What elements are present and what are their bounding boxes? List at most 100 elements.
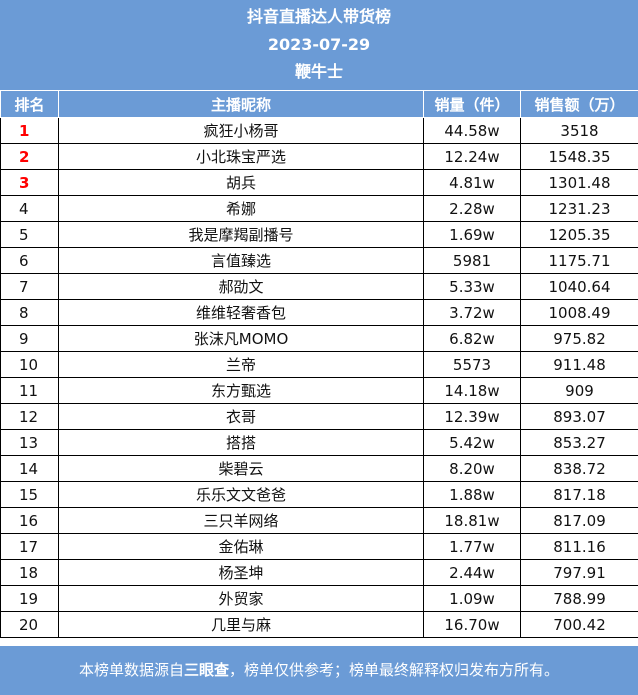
rank-cell: 14 xyxy=(0,455,59,482)
sales-cell: 6.82w xyxy=(423,325,521,352)
column-header-sales: 销量（件） xyxy=(423,90,521,118)
name-cell: 金佑琳 xyxy=(58,533,424,560)
ranking-brand: 鞭牛士 xyxy=(294,62,343,81)
table-row: 19 外贸家 1.09w 788.99 xyxy=(0,585,638,612)
name-cell: 疯狂小杨哥 xyxy=(58,117,424,144)
table-row: 5 我是摩羯副播号 1.69w 1205.35 xyxy=(0,221,638,248)
column-header-rank: 排名 xyxy=(0,90,59,118)
table-row: 6 言值臻选 5981 1175.71 xyxy=(0,247,638,274)
name-cell: 小北珠宝严选 xyxy=(58,143,424,170)
revenue-cell: 3518 xyxy=(520,117,638,144)
rank-cell: 5 xyxy=(0,221,59,248)
name-cell: 柴碧云 xyxy=(58,455,424,482)
table-row: 16 三只羊网络 18.81w 817.09 xyxy=(0,507,638,534)
sales-cell: 5.33w xyxy=(423,273,521,300)
rank-cell: 11 xyxy=(0,377,59,404)
table-row: 4 希娜 2.28w 1231.23 xyxy=(0,195,638,222)
revenue-cell: 893.07 xyxy=(520,403,638,430)
name-cell: 胡兵 xyxy=(58,169,424,196)
table-row: 15 乐乐文文爸爸 1.88w 817.18 xyxy=(0,481,638,508)
revenue-cell: 838.72 xyxy=(520,455,638,482)
sales-cell: 2.44w xyxy=(423,559,521,586)
rank-cell: 1 xyxy=(0,117,59,144)
rank-cell: 8 xyxy=(0,299,59,326)
name-cell: 外贸家 xyxy=(58,585,424,612)
sales-cell: 16.70w xyxy=(423,611,521,638)
sales-cell: 1.69w xyxy=(423,221,521,248)
rank-cell: 13 xyxy=(0,429,59,456)
table-row: 10 兰帝 5573 911.48 xyxy=(0,351,638,378)
ranking-table-body: 1 疯狂小杨哥 44.58w 3518 2 小北珠宝严选 12.24w 1548.35 3 胡兵 4… xyxy=(0,117,638,638)
revenue-cell: 700.42 xyxy=(520,611,638,638)
table-row: 3 胡兵 4.81w 1301.48 xyxy=(0,169,638,196)
name-cell: 乐乐文文爸爸 xyxy=(58,481,424,508)
table-row: 2 小北珠宝严选 12.24w 1548.35 xyxy=(0,143,638,170)
ranking-table-head: 排名 主播昵称 销量（件） 销售额（万） xyxy=(0,90,638,118)
revenue-cell: 1231.23 xyxy=(520,195,638,222)
footer-note: 本榜单数据源自三眼查，榜单仅供参考；榜单最终解释权归发布方所有。 xyxy=(0,646,638,695)
name-cell: 三只羊网络 xyxy=(58,507,424,534)
revenue-cell: 1008.49 xyxy=(520,299,638,326)
name-cell: 张沫凡MOMO xyxy=(58,325,424,352)
name-cell: 希娜 xyxy=(58,195,424,222)
rank-cell: 7 xyxy=(0,273,59,300)
revenue-cell: 1175.71 xyxy=(520,247,638,274)
sales-cell: 12.24w xyxy=(423,143,521,170)
sales-cell: 1.09w xyxy=(423,585,521,612)
name-cell: 言值臻选 xyxy=(58,247,424,274)
ranking-table: 排名 主播昵称 销量（件） 销售额（万） 1 疯狂小杨哥 44.58w 3518 2 小北… xyxy=(0,90,638,638)
table-row: 8 维维轻奢香包 3.72w 1008.49 xyxy=(0,299,638,326)
name-cell: 几里与麻 xyxy=(58,611,424,638)
table-row: 9 张沫凡MOMO 6.82w 975.82 xyxy=(0,325,638,352)
name-cell: 衣哥 xyxy=(58,403,424,430)
rank-cell: 9 xyxy=(0,325,59,352)
name-cell: 兰帝 xyxy=(58,351,424,378)
revenue-cell: 817.18 xyxy=(520,481,638,508)
table-row: 14 柴碧云 8.20w 838.72 xyxy=(0,455,638,482)
ranking-title: 抖音直播达人带货榜 xyxy=(246,7,391,26)
header-row: 排名 主播昵称 销量（件） 销售额（万） xyxy=(0,90,638,118)
sales-cell: 1.77w xyxy=(423,533,521,560)
table-row: 18 杨圣坤 2.44w 797.91 xyxy=(0,559,638,586)
table-row: 11 东方甄选 14.18w 909 xyxy=(0,377,638,404)
revenue-cell: 975.82 xyxy=(520,325,638,352)
name-cell: 搭搭 xyxy=(58,429,424,456)
rank-cell: 10 xyxy=(0,351,59,378)
revenue-cell: 811.16 xyxy=(520,533,638,560)
sales-cell: 8.20w xyxy=(423,455,521,482)
table-row: 20 几里与麻 16.70w 700.42 xyxy=(0,611,638,638)
footer-suffix: ，榜单仅供参考；榜单最终解释权归发布方所有。 xyxy=(229,661,560,679)
revenue-cell: 909 xyxy=(520,377,638,404)
ranking-header: 抖音直播达人带货榜 2023-07-29 鞭牛士 xyxy=(0,0,638,90)
rank-cell: 6 xyxy=(0,247,59,274)
footer-source: 三眼查 xyxy=(183,661,229,679)
name-cell: 郝劭文 xyxy=(58,273,424,300)
ranking-date: 2023-07-29 xyxy=(267,35,371,54)
rank-cell: 12 xyxy=(0,403,59,430)
name-cell: 杨圣坤 xyxy=(58,559,424,586)
revenue-cell: 1548.35 xyxy=(520,143,638,170)
sales-cell: 44.58w xyxy=(423,117,521,144)
rank-cell: 17 xyxy=(0,533,59,560)
column-header-revenue: 销售额（万） xyxy=(520,90,638,118)
rank-cell: 4 xyxy=(0,195,59,222)
table-row: 17 金佑琳 1.77w 811.16 xyxy=(0,533,638,560)
sales-cell: 5.42w xyxy=(423,429,521,456)
column-header-name: 主播昵称 xyxy=(58,90,424,118)
name-cell: 维维轻奢香包 xyxy=(58,299,424,326)
revenue-cell: 817.09 xyxy=(520,507,638,534)
sales-cell: 4.81w xyxy=(423,169,521,196)
sales-cell: 12.39w xyxy=(423,403,521,430)
name-cell: 东方甄选 xyxy=(58,377,424,404)
table-row: 7 郝劭文 5.33w 1040.64 xyxy=(0,273,638,300)
rank-cell: 18 xyxy=(0,559,59,586)
sales-cell: 2.28w xyxy=(423,195,521,222)
sales-cell: 1.88w xyxy=(423,481,521,508)
revenue-cell: 797.91 xyxy=(520,559,638,586)
rank-cell: 16 xyxy=(0,507,59,534)
table-row: 12 衣哥 12.39w 893.07 xyxy=(0,403,638,430)
sales-cell: 5573 xyxy=(423,351,521,378)
table-row: 13 搭搭 5.42w 853.27 xyxy=(0,429,638,456)
sales-cell: 14.18w xyxy=(423,377,521,404)
sales-cell: 18.81w xyxy=(423,507,521,534)
